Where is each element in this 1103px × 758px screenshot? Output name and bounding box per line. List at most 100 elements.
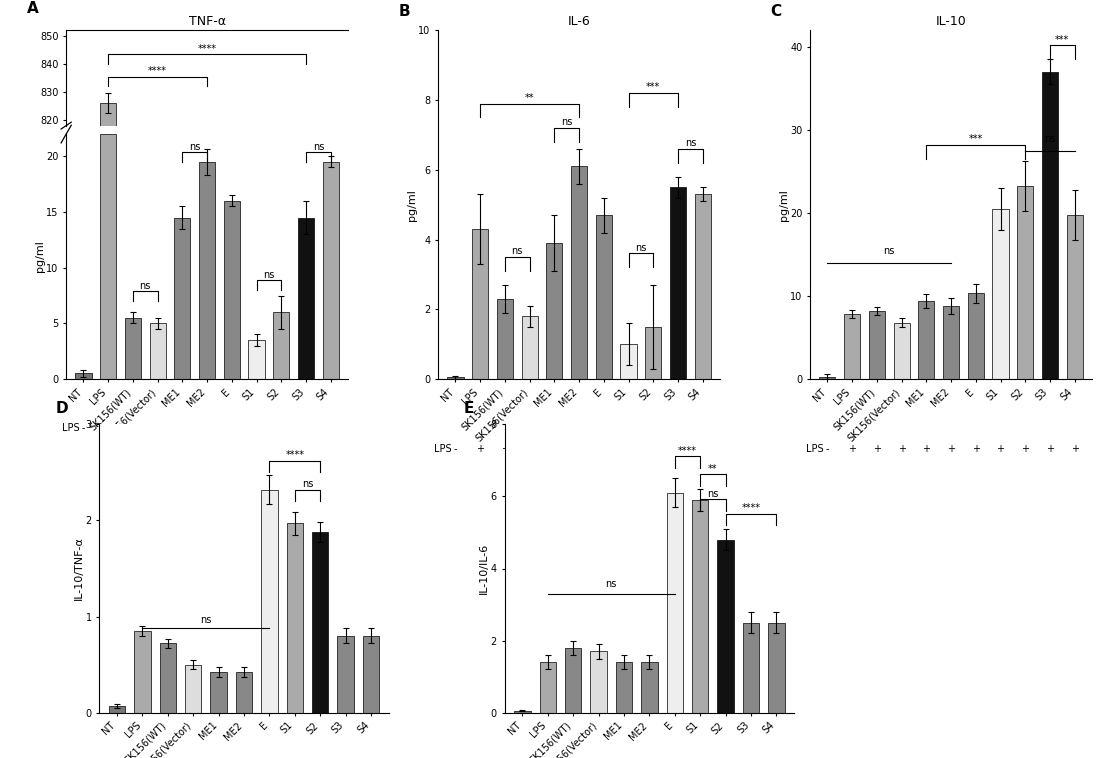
- Text: +: +: [277, 423, 286, 433]
- Text: +: +: [476, 443, 484, 454]
- Text: ns: ns: [606, 579, 617, 590]
- Bar: [448, 377, 463, 379]
- Bar: [224, 201, 239, 379]
- Bar: [199, 162, 215, 379]
- Bar: [323, 162, 339, 379]
- Text: ***: ***: [968, 134, 983, 144]
- Text: ***: ***: [1056, 35, 1070, 45]
- Bar: [695, 194, 710, 379]
- Bar: [135, 631, 151, 713]
- Text: +: +: [624, 443, 632, 454]
- Y-axis label: pg/ml: pg/ml: [35, 240, 45, 272]
- Text: +: +: [698, 443, 707, 454]
- Bar: [844, 315, 860, 379]
- Bar: [919, 301, 934, 379]
- Bar: [645, 327, 662, 379]
- Text: LPS: LPS: [806, 443, 824, 454]
- Bar: [75, 374, 92, 379]
- Bar: [546, 243, 563, 379]
- Text: +: +: [326, 423, 334, 433]
- Text: +: +: [922, 443, 930, 454]
- Bar: [274, 312, 289, 379]
- Text: ****: ****: [741, 503, 760, 513]
- Text: +: +: [501, 443, 508, 454]
- Bar: [100, 103, 116, 126]
- Text: +: +: [302, 423, 310, 433]
- Bar: [943, 306, 960, 379]
- Text: +: +: [104, 423, 113, 433]
- Bar: [742, 622, 759, 713]
- Bar: [160, 644, 176, 713]
- Text: +: +: [526, 443, 534, 454]
- Bar: [993, 208, 1008, 379]
- Bar: [496, 299, 513, 379]
- Bar: [363, 636, 379, 713]
- Bar: [287, 523, 303, 713]
- Text: ****: ****: [286, 450, 304, 460]
- Text: ns: ns: [1045, 133, 1056, 144]
- Y-axis label: pg/ml: pg/ml: [779, 189, 789, 221]
- Title: IL-6: IL-6: [568, 14, 590, 28]
- Bar: [109, 706, 126, 713]
- Text: D: D: [56, 401, 68, 416]
- Bar: [185, 665, 202, 713]
- Text: ns: ns: [685, 138, 696, 148]
- Bar: [967, 293, 984, 379]
- Bar: [596, 215, 612, 379]
- Text: A: A: [26, 2, 39, 16]
- Text: +: +: [650, 443, 657, 454]
- Text: LPS: LPS: [63, 423, 81, 433]
- Bar: [621, 344, 636, 379]
- Text: +: +: [203, 423, 211, 433]
- Bar: [820, 377, 835, 379]
- Bar: [174, 218, 191, 379]
- Y-axis label: pg/ml: pg/ml: [407, 189, 417, 221]
- Text: +: +: [550, 443, 558, 454]
- Text: -: -: [82, 423, 85, 433]
- Y-axis label: IL-10/TNF-α: IL-10/TNF-α: [74, 537, 84, 600]
- Text: ns: ns: [512, 246, 523, 256]
- Bar: [261, 490, 278, 713]
- Text: +: +: [1021, 443, 1029, 454]
- Title: IL-10: IL-10: [935, 14, 966, 28]
- Bar: [514, 711, 531, 713]
- Bar: [869, 311, 885, 379]
- Y-axis label: IL-10/IL-6: IL-10/IL-6: [480, 543, 490, 594]
- Bar: [125, 318, 141, 379]
- Text: +: +: [179, 423, 186, 433]
- Bar: [893, 323, 910, 379]
- Bar: [1042, 72, 1058, 379]
- Text: ****: ****: [678, 446, 697, 456]
- Text: ****: ****: [197, 44, 216, 54]
- Text: B: B: [398, 5, 410, 20]
- Bar: [312, 532, 329, 713]
- Text: ns: ns: [302, 479, 313, 489]
- Text: ns: ns: [201, 615, 212, 625]
- Text: ns: ns: [189, 142, 201, 152]
- Text: ns: ns: [140, 280, 151, 291]
- Text: ns: ns: [884, 246, 895, 255]
- Text: +: +: [972, 443, 979, 454]
- Text: **: **: [525, 92, 534, 103]
- Bar: [565, 647, 581, 713]
- Text: -: -: [453, 443, 458, 454]
- Text: ****: ****: [148, 67, 168, 77]
- Bar: [236, 672, 253, 713]
- Text: E: E: [464, 401, 474, 416]
- Bar: [539, 662, 556, 713]
- Text: +: +: [600, 443, 608, 454]
- Text: ns: ns: [707, 489, 718, 499]
- Bar: [717, 540, 733, 713]
- Bar: [472, 229, 489, 379]
- Text: LPS: LPS: [435, 443, 452, 454]
- Text: **: **: [708, 464, 718, 474]
- Text: +: +: [898, 443, 906, 454]
- Text: +: +: [1046, 443, 1054, 454]
- Text: +: +: [253, 423, 260, 433]
- Bar: [1017, 186, 1034, 379]
- Bar: [1067, 215, 1083, 379]
- Bar: [692, 500, 708, 713]
- Bar: [298, 218, 314, 379]
- Text: +: +: [674, 443, 682, 454]
- Text: +: +: [947, 443, 955, 454]
